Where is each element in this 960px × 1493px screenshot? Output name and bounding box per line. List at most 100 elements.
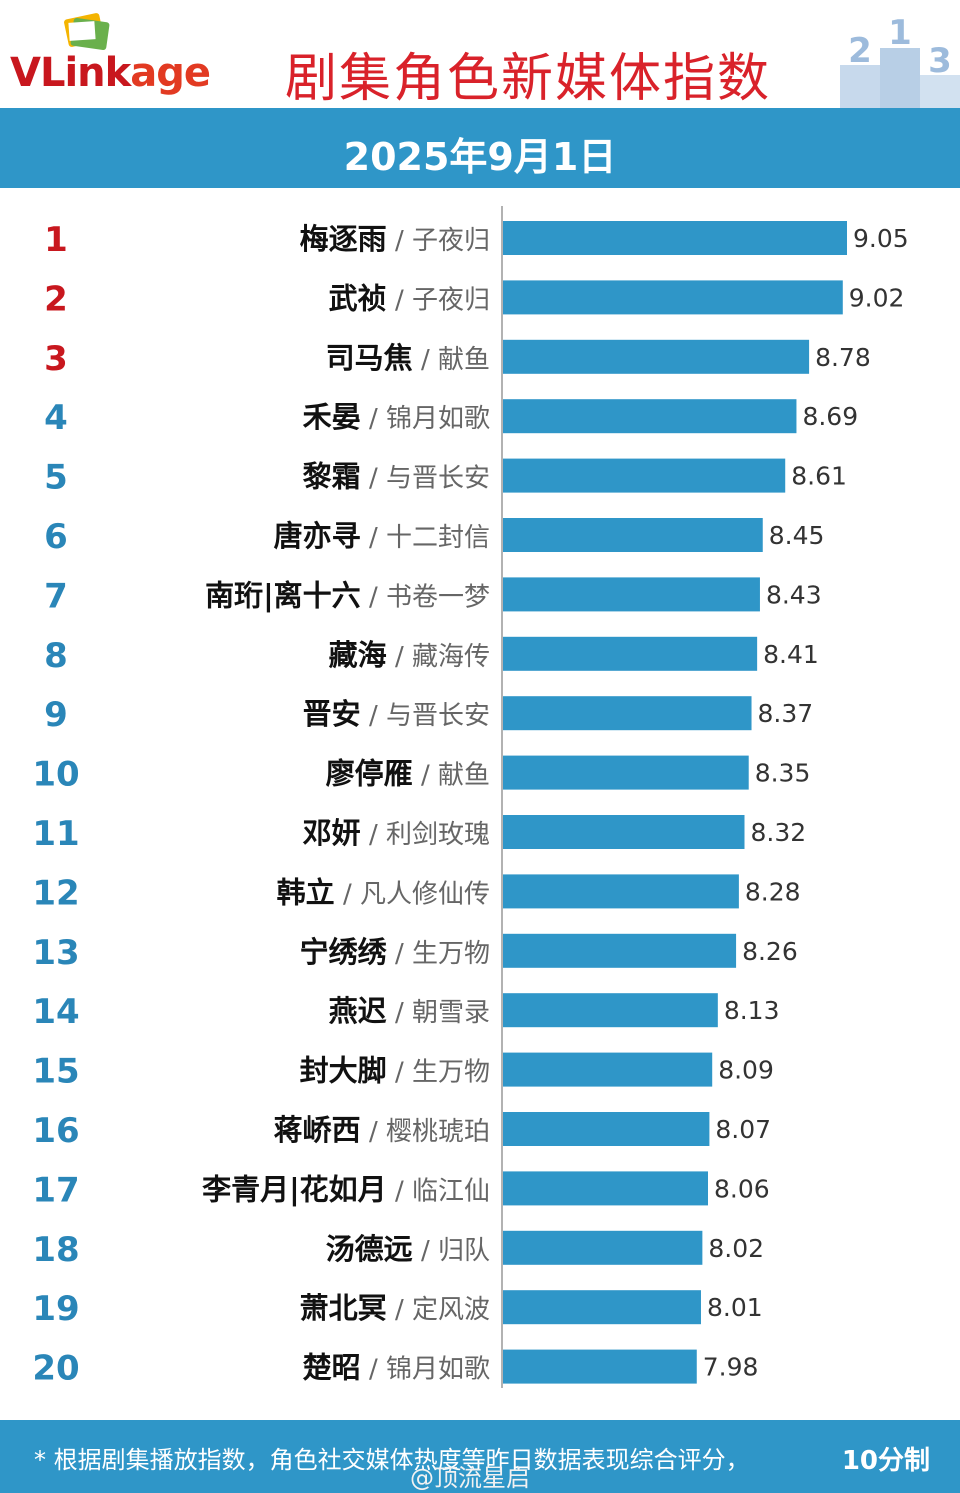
date-banner: 2025年9月1日 — [0, 108, 960, 188]
data-bar — [503, 1171, 708, 1206]
rank-number: 2 — [44, 279, 68, 319]
date-label: 2025年9月1日 — [343, 135, 617, 179]
label-separator: / — [387, 1295, 412, 1325]
drama-name: 书卷一梦 — [386, 582, 490, 612]
label-separator: / — [387, 642, 412, 672]
logo-text-suffix: age — [130, 50, 211, 96]
category-label: 黎霜 / 与晋长安 — [303, 460, 490, 494]
category-label: 司马焦 / 献鱼 — [326, 341, 490, 375]
data-bar — [503, 339, 810, 374]
data-label: 8.41 — [763, 640, 819, 669]
role-name: 邓妍 — [303, 816, 361, 850]
footer-handle: @顶流星启 — [410, 1464, 530, 1492]
rank-number: 4 — [44, 398, 68, 438]
drama-name: 生万物 — [412, 939, 490, 969]
data-label: 8.13 — [724, 996, 780, 1025]
rank-number: 8 — [44, 636, 68, 676]
category-label: 封大脚 / 生万物 — [300, 1054, 490, 1088]
data-label: 8.45 — [769, 521, 825, 550]
role-name: 宁绣绣 — [300, 935, 388, 969]
drama-name: 十二封信 — [386, 523, 490, 553]
footer-note-text: * 根据剧集播放指数，角色社交媒体热度等昨日数据表现综合评分， — [34, 1446, 750, 1474]
data-bar — [503, 933, 737, 968]
category-label: 韩立 / 凡人修仙传 — [277, 875, 490, 909]
rank-number: 13 — [32, 933, 79, 973]
role-name: 黎霜 — [303, 460, 361, 494]
drama-name: 利剑玫瑰 — [386, 820, 490, 850]
label-separator: / — [413, 1236, 438, 1266]
rank-number: 6 — [44, 517, 68, 557]
podium-icon: 1 2 3 — [840, 13, 960, 108]
drama-name: 与晋长安 — [386, 701, 490, 731]
role-name: 廖停雁 — [326, 757, 413, 791]
data-label: 9.05 — [853, 224, 909, 253]
data-bar — [503, 696, 752, 731]
label-separator: / — [361, 464, 386, 494]
rank-number: 20 — [32, 1349, 79, 1389]
category-label: 梅逐雨 / 子夜归 — [300, 222, 490, 256]
category-label: 楚昭 / 锦月如歌 — [303, 1351, 490, 1385]
category-label: 禾晏 / 锦月如歌 — [303, 400, 490, 434]
drama-name: 藏海传 — [412, 642, 490, 672]
category-label: 宁绣绣 / 生万物 — [300, 935, 490, 969]
drama-name: 与晋长安 — [386, 464, 490, 494]
category-label: 廖停雁 / 献鱼 — [326, 757, 490, 791]
logo-mark-icon — [64, 13, 110, 50]
drama-name: 子夜归 — [412, 226, 490, 256]
rank-number: 9 — [44, 695, 68, 735]
label-separator: / — [361, 701, 386, 731]
data-label: 8.06 — [714, 1174, 770, 1203]
category-label: 武祯 / 子夜归 — [329, 281, 490, 315]
category-label: 唐亦寻 / 十二封信 — [274, 519, 490, 553]
logo-text: VLinkage — [10, 50, 211, 96]
label-separator: / — [361, 523, 386, 553]
data-label: 9.02 — [849, 283, 905, 312]
drama-name: 锦月如歌 — [386, 404, 490, 434]
label-separator: / — [361, 582, 386, 612]
data-label: 8.69 — [802, 402, 858, 431]
data-label: 8.26 — [742, 937, 798, 966]
rank-number: 17 — [32, 1170, 79, 1210]
label-separator: / — [387, 939, 412, 969]
category-label: 蒋峤西 / 樱桃琥珀 — [274, 1113, 490, 1147]
label-separator: / — [387, 285, 412, 315]
role-name: 萧北冥 — [300, 1291, 387, 1325]
drama-name: 子夜归 — [412, 285, 490, 315]
rank-number: 3 — [44, 339, 68, 379]
rank-number: 16 — [32, 1111, 79, 1151]
drama-name: 凡人修仙传 — [360, 879, 490, 909]
role-name: 封大脚 — [300, 1054, 387, 1088]
role-name: 汤德远 — [326, 1232, 413, 1266]
label-separator: / — [387, 226, 412, 256]
page-title: 剧集角色新媒体指数 — [285, 49, 772, 109]
label-separator: / — [387, 998, 412, 1028]
category-label: 晋安 / 与晋长安 — [303, 697, 490, 731]
drama-name: 献鱼 — [438, 345, 490, 375]
podium-number-1: 1 — [888, 13, 912, 53]
header: VLinkage 剧集角色新媒体指数 1 2 3 — [0, 0, 960, 109]
data-label: 8.35 — [755, 759, 811, 788]
rank-number: 19 — [32, 1289, 79, 1329]
data-bar — [503, 636, 758, 671]
data-bar — [503, 1349, 697, 1384]
drama-name: 定风波 — [412, 1295, 490, 1325]
rank-number: 5 — [44, 458, 68, 498]
drama-name: 朝雪录 — [412, 998, 490, 1028]
role-name: 蒋峤西 — [274, 1113, 361, 1147]
ranking-bar-chart: 1 梅逐雨 / 子夜归 9.05 2 武祯 / 子夜归 9.02 3 司马焦 / 献鱼 8.78… — [32, 206, 909, 1389]
label-separator: / — [361, 1117, 386, 1147]
role-name: 韩立 — [277, 875, 335, 909]
data-label: 8.37 — [758, 699, 814, 728]
data-label: 8.43 — [766, 580, 822, 609]
ranking-chart: 1 梅逐雨 / 子夜归 9.05 2 武祯 / 子夜归 9.02 3 司马焦 / 献鱼 8.78… — [0, 188, 960, 1418]
data-bar — [503, 1290, 701, 1325]
role-name: 楚昭 — [303, 1351, 361, 1385]
drama-name: 献鱼 — [438, 761, 490, 791]
role-name: 司马焦 — [326, 341, 413, 375]
data-bar — [503, 221, 847, 255]
data-bar — [503, 577, 760, 612]
drama-name: 归队 — [438, 1236, 490, 1266]
data-label: 8.09 — [718, 1056, 774, 1085]
logo-text-prefix: VLink — [10, 50, 131, 96]
category-label: 萧北冥 / 定风波 — [300, 1291, 490, 1325]
